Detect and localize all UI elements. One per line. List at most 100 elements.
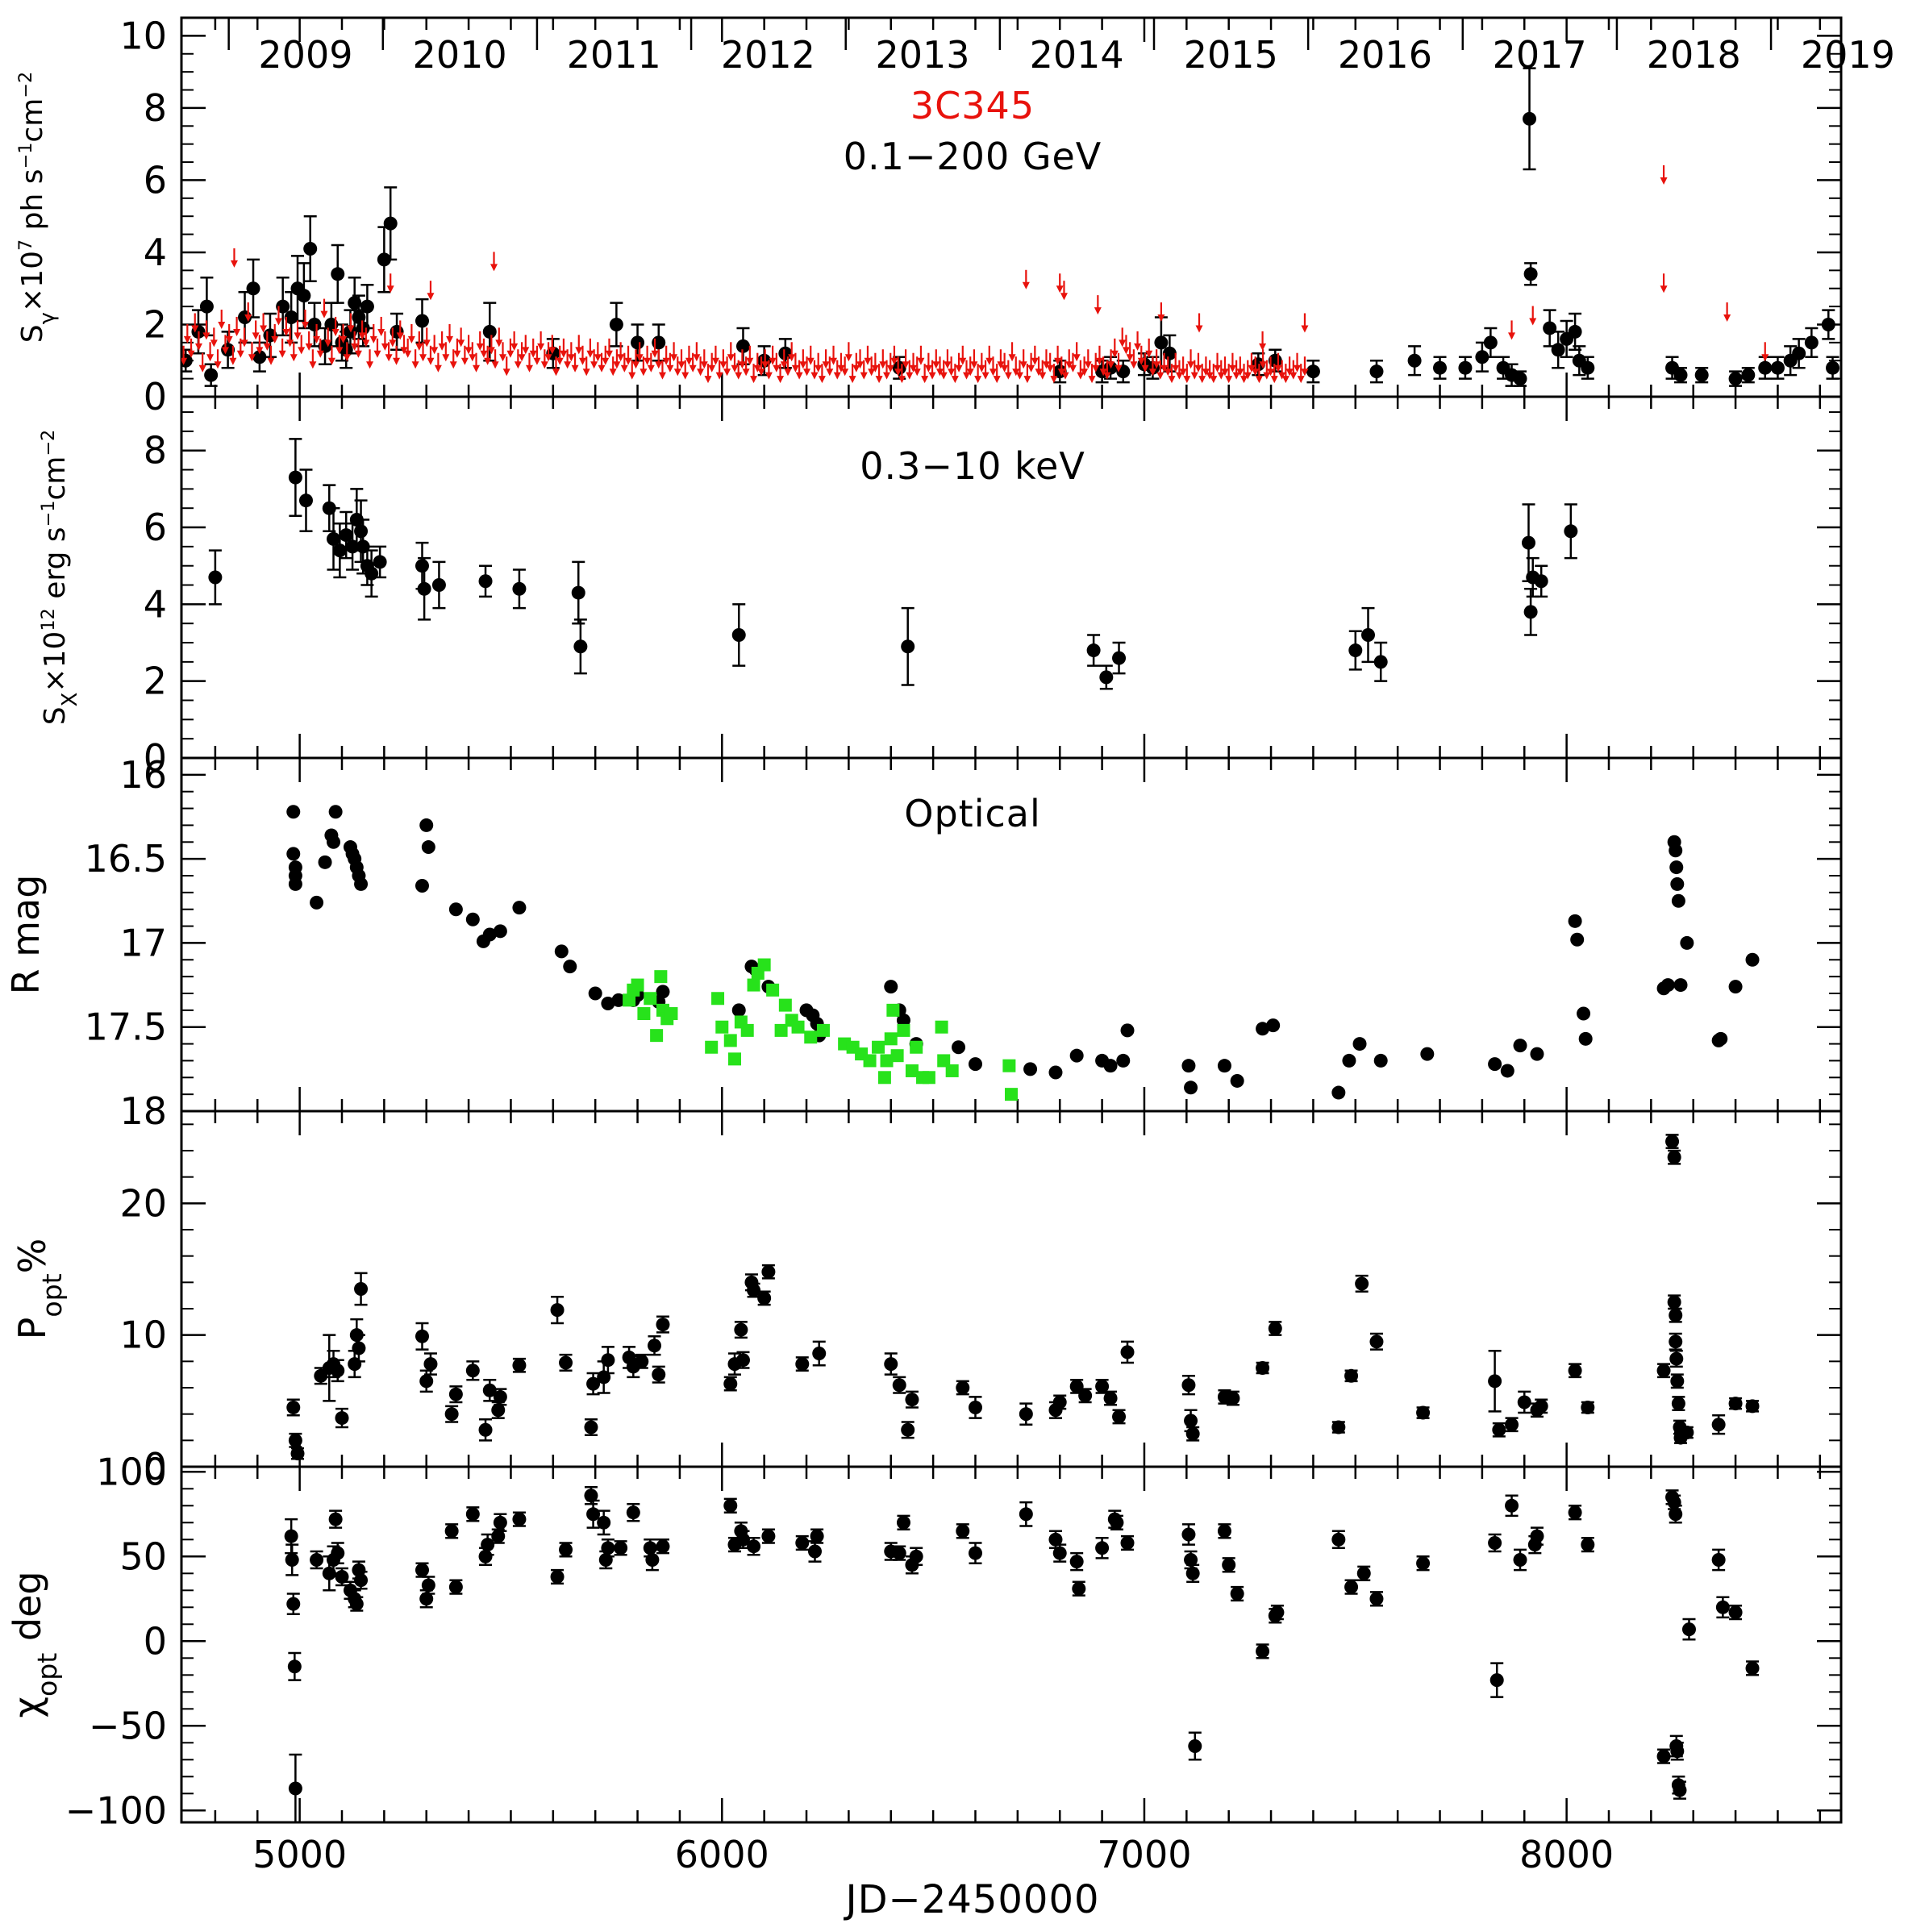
data-point xyxy=(1581,1536,1595,1553)
x-tick-label: 7000 xyxy=(1097,1833,1191,1876)
data-point xyxy=(1344,1579,1359,1595)
upper-limit-arrow xyxy=(635,342,644,362)
upper-limit-arrow xyxy=(993,364,1001,384)
upper-limit-arrow xyxy=(575,335,583,355)
data-point xyxy=(1534,1398,1548,1414)
data-square xyxy=(711,992,725,1006)
upper-limit-arrow xyxy=(548,335,556,355)
data-point xyxy=(512,1357,527,1373)
data-point xyxy=(286,805,301,819)
data-point xyxy=(1669,860,1684,875)
upper-limit-arrow xyxy=(1236,356,1244,377)
upper-limit-arrow xyxy=(1183,364,1191,384)
year-axis: 2009 2010 2011 2012 2013 2014 2015 2016 2017 2018… xyxy=(227,18,1895,77)
upper-limit-arrow xyxy=(605,338,613,358)
upper-limit-arrow xyxy=(940,360,948,380)
data-point xyxy=(415,298,429,344)
upper-limit-arrow xyxy=(731,352,739,373)
data-point xyxy=(1369,359,1384,384)
upper-limit-arrow xyxy=(624,345,632,365)
data-point xyxy=(648,1335,662,1356)
data-point xyxy=(956,1523,970,1539)
upper-limit-arrow xyxy=(1057,356,1065,377)
data-point xyxy=(1711,1414,1726,1435)
data-point xyxy=(1110,1514,1124,1530)
upper-limit-arrow xyxy=(1267,356,1275,377)
upper-limit-arrow xyxy=(1092,352,1100,373)
data-point xyxy=(221,331,235,369)
upper-limit-arrow xyxy=(522,335,530,355)
data-point xyxy=(512,901,527,915)
data-point xyxy=(761,1264,776,1280)
upper-limit-arrow xyxy=(868,356,876,377)
upper-limit-arrow xyxy=(936,356,944,377)
data-point xyxy=(415,1562,429,1578)
upper-limit-arrow xyxy=(274,306,282,326)
data-point xyxy=(550,1568,565,1585)
upper-limit-arrow xyxy=(1152,349,1160,369)
upper-limit-arrow xyxy=(1012,356,1020,377)
data-square xyxy=(715,1020,729,1034)
upper-limit-arrow xyxy=(844,342,852,362)
data-point xyxy=(310,1550,324,1570)
data-point xyxy=(1184,1081,1198,1095)
data-point xyxy=(1673,366,1688,384)
data-point xyxy=(444,1405,459,1423)
data-point xyxy=(1714,1031,1728,1046)
data-point xyxy=(1728,370,1743,387)
upper-limit-arrow xyxy=(795,360,803,380)
upper-limit-arrow xyxy=(525,352,533,373)
data-point xyxy=(1530,1526,1544,1546)
upper-limit-arrow xyxy=(1761,342,1769,362)
upper-limit-arrow xyxy=(469,342,477,362)
data-point xyxy=(1181,1523,1196,1546)
upper-limit-arrow xyxy=(256,335,264,355)
data-point xyxy=(761,1528,776,1544)
upper-limit-arrow xyxy=(313,323,321,344)
data-point xyxy=(1222,1557,1236,1573)
data-point xyxy=(204,363,219,387)
upper-limit-arrow xyxy=(487,335,495,355)
data-point xyxy=(417,556,431,621)
upper-limit-arrow xyxy=(1294,352,1302,373)
data-point xyxy=(1078,1388,1093,1404)
upper-limit-arrow xyxy=(327,345,335,365)
panel-frame xyxy=(180,1465,1843,1824)
upper-limit-arrow xyxy=(948,356,956,377)
upper-limit-arrow xyxy=(910,352,918,373)
upper-limit-arrow xyxy=(393,345,401,365)
upper-limit-arrow xyxy=(1042,349,1050,369)
data-square xyxy=(1002,1059,1016,1072)
data-point xyxy=(1416,1555,1431,1572)
data-point xyxy=(1728,980,1743,994)
upper-limit-arrow xyxy=(1168,364,1176,384)
upper-limit-arrow xyxy=(1065,349,1073,369)
data-point xyxy=(448,902,463,917)
data-point xyxy=(383,186,398,261)
upper-limit-arrow xyxy=(214,349,222,369)
data-point xyxy=(1226,1390,1240,1406)
upper-limit-arrow xyxy=(267,345,275,365)
upper-limit-arrow xyxy=(427,281,435,301)
upper-limit-arrow xyxy=(590,349,598,369)
upper-limit-arrow xyxy=(540,349,548,369)
upper-limit-arrow xyxy=(419,342,427,362)
upper-limit-arrow xyxy=(917,345,925,365)
data-point xyxy=(1660,978,1675,993)
data-point xyxy=(1488,1350,1502,1413)
data-point xyxy=(481,1533,495,1556)
upper-limit-arrow xyxy=(617,342,625,362)
data-point xyxy=(1185,1564,1200,1584)
upper-limit-arrow xyxy=(210,327,218,348)
data-point xyxy=(1103,1059,1118,1073)
data-point xyxy=(1673,1780,1687,1800)
upper-limit-arrow xyxy=(260,313,268,333)
upper-limit-arrow xyxy=(890,345,898,365)
upper-limit-arrow xyxy=(1274,352,1282,373)
data-point xyxy=(901,606,915,686)
upper-limit-arrow xyxy=(1054,345,1062,365)
upper-limit-arrow xyxy=(1221,356,1229,377)
upper-limit-arrow xyxy=(335,335,344,355)
upper-limit-arrow xyxy=(681,360,690,380)
upper-limit-arrow xyxy=(286,327,294,348)
